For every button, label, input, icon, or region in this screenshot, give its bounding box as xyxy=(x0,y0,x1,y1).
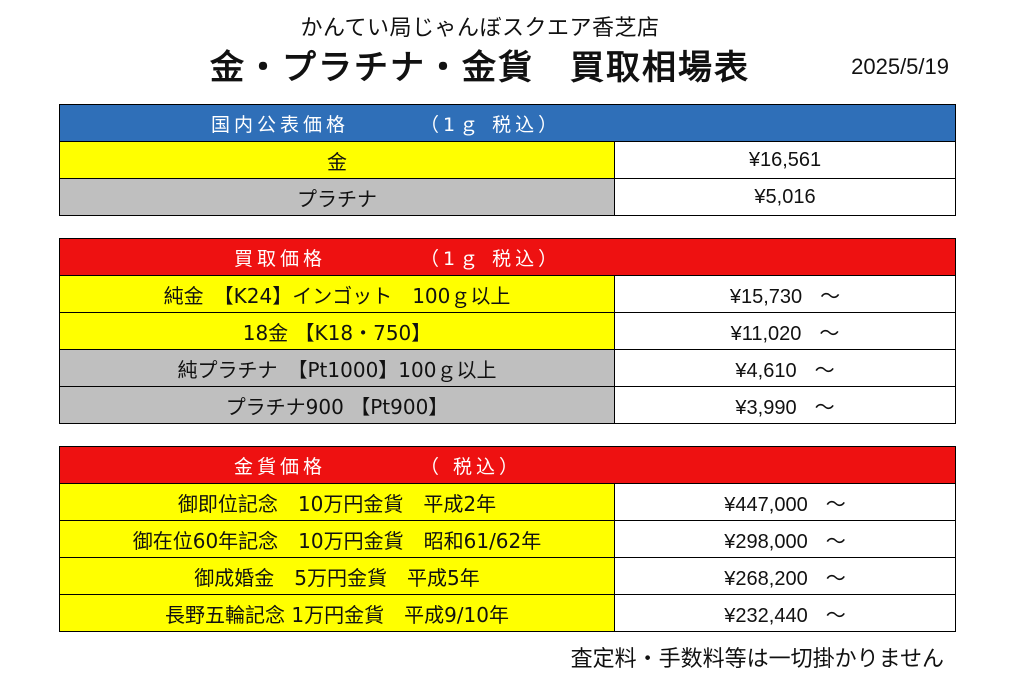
table-row: プラチナ900 【Pt900】 ¥3,990 ～ xyxy=(59,386,957,424)
table-row: 御即位記念 10万円金貨 平成2年 ¥447,000 ～ xyxy=(59,483,957,521)
coin-price-table: 金貨価格 （ 税込） 御即位記念 10万円金貨 平成2年 ¥447,000 ～ 御在… xyxy=(58,446,957,632)
price-value: ¥447,000 xyxy=(724,493,808,516)
tilde-mark: ～ xyxy=(819,322,840,345)
row-value: ¥232,440 ～ xyxy=(613,594,957,632)
price-value: ¥232,440 xyxy=(724,604,808,627)
tilde-mark: ～ xyxy=(825,530,846,553)
price-value: ¥3,990 xyxy=(735,396,797,419)
table-row: 18金 【K18・750】 ¥11,020 ～ xyxy=(59,312,957,350)
row-value: ¥3,990 ～ xyxy=(613,386,957,424)
row-label: 御即位記念 10万円金貨 平成2年 xyxy=(59,483,615,521)
purchase-note: （1ｇ 税込） xyxy=(420,247,562,270)
purchase-header-row: 買取価格 （1ｇ 税込） xyxy=(58,238,957,276)
row-value: ¥5,016 xyxy=(613,178,957,216)
row-value: ¥447,000 ～ xyxy=(613,483,957,521)
price-value: ¥298,000 xyxy=(724,530,808,553)
row-label: 長野五輪記念 1万円金貨 平成9/10年 xyxy=(59,594,615,632)
row-label: プラチナ900 【Pt900】 xyxy=(59,386,615,424)
tilde-mark: ～ xyxy=(814,359,835,382)
date-label: 2025/5/19 xyxy=(851,54,949,79)
row-label: 御在位60年記念 10万円金貨 昭和61/62年 xyxy=(59,520,615,558)
table-row: 金 ¥16,561 xyxy=(59,141,957,179)
tilde-mark: ～ xyxy=(825,567,846,590)
row-value: ¥11,020 ～ xyxy=(613,312,957,350)
store-name: かんてい局じゃんぼスクエア香芝店 xyxy=(300,16,660,41)
page-title: 金・プラチナ・金貨 買取相場表 xyxy=(210,48,750,88)
domestic-header-row: 国内公表価格 （1ｇ 税込） xyxy=(58,104,957,142)
purchase-price-table: 買取価格 （1ｇ 税込） 純金 【K24】インゴット 100ｇ以上 ¥15,730… xyxy=(58,238,957,424)
coin-heading: 金貨価格 xyxy=(233,455,326,478)
row-value: ¥4,610 ～ xyxy=(613,349,957,387)
price-value: ¥268,200 xyxy=(724,567,808,590)
table-row: 純金 【K24】インゴット 100ｇ以上 ¥15,730 ～ xyxy=(59,275,957,313)
price-value: ¥11,020 xyxy=(730,322,802,345)
row-value: ¥16,561 xyxy=(613,141,957,179)
tilde-mark: ～ xyxy=(814,396,835,419)
tilde-mark: ～ xyxy=(825,493,846,516)
domestic-note: （1ｇ 税込） xyxy=(420,113,562,136)
row-label: 純プラチナ 【Pt1000】100ｇ以上 xyxy=(59,349,615,387)
price-value: ¥16,561 xyxy=(748,148,822,171)
table-row: 純プラチナ 【Pt1000】100ｇ以上 ¥4,610 ～ xyxy=(59,349,957,387)
row-value: ¥15,730 ～ xyxy=(613,275,957,313)
domestic-price-table: 国内公表価格 （1ｇ 税込） 金 ¥16,561 プラチナ ¥5,016 xyxy=(58,104,957,216)
row-label: 御成婚金 5万円金貨 平成5年 xyxy=(59,557,615,595)
row-value: ¥298,000 ～ xyxy=(613,520,957,558)
domestic-heading: 国内公表価格 xyxy=(210,113,349,136)
table-row: 御成婚金 5万円金貨 平成5年 ¥268,200 ～ xyxy=(59,557,957,595)
footer-note: 査定料・手数料等は一切掛かりません xyxy=(570,647,944,672)
coin-note: （ 税込） xyxy=(420,455,523,478)
row-label: 純金 【K24】インゴット 100ｇ以上 xyxy=(59,275,615,313)
tilde-mark: ～ xyxy=(825,604,846,627)
price-value: ¥5,016 xyxy=(754,185,816,208)
row-value: ¥268,200 ～ xyxy=(613,557,957,595)
price-value: ¥4,610 xyxy=(735,359,797,382)
coin-header-row: 金貨価格 （ 税込） xyxy=(58,446,957,484)
tilde-mark: ～ xyxy=(820,285,841,308)
table-row: 長野五輪記念 1万円金貨 平成9/10年 ¥232,440 ～ xyxy=(59,594,957,632)
row-label: 金 xyxy=(59,141,615,179)
table-row: プラチナ ¥5,016 xyxy=(59,178,957,216)
table-row: 御在位60年記念 10万円金貨 昭和61/62年 ¥298,000 ～ xyxy=(59,520,957,558)
purchase-heading: 買取価格 xyxy=(233,247,326,270)
row-label: 18金 【K18・750】 xyxy=(59,312,615,350)
row-label: プラチナ xyxy=(59,178,615,216)
price-value: ¥15,730 xyxy=(729,285,803,308)
